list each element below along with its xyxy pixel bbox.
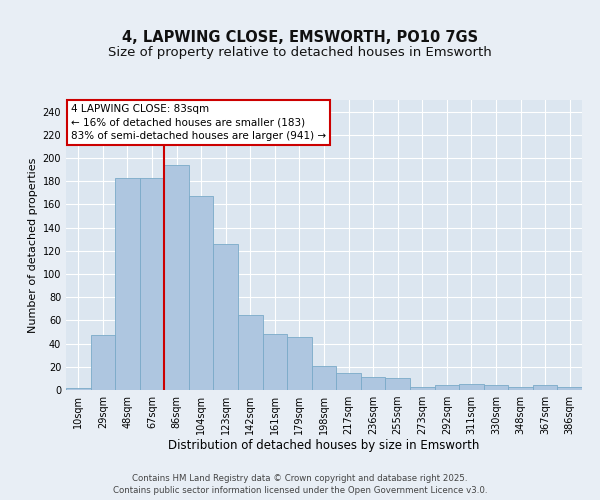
Bar [410,386,434,390]
Bar [164,165,189,390]
Bar [459,384,484,390]
Bar [361,377,385,390]
Bar [385,378,410,390]
X-axis label: Distribution of detached houses by size in Emsworth: Distribution of detached houses by size … [169,438,479,452]
Bar [140,178,164,390]
Bar [434,386,459,390]
Text: Contains HM Land Registry data © Crown copyright and database right 2025.
Contai: Contains HM Land Registry data © Crown c… [113,474,487,495]
Bar [263,334,287,390]
Bar [533,386,557,390]
Bar [238,314,263,390]
Bar [508,386,533,390]
Bar [214,244,238,390]
Bar [484,386,508,390]
Bar [189,196,214,390]
Y-axis label: Number of detached properties: Number of detached properties [28,158,38,332]
Bar [115,178,140,390]
Bar [91,336,115,390]
Text: Size of property relative to detached houses in Emsworth: Size of property relative to detached ho… [108,46,492,59]
Bar [336,372,361,390]
Bar [66,388,91,390]
Bar [312,366,336,390]
Text: 4 LAPWING CLOSE: 83sqm
← 16% of detached houses are smaller (183)
83% of semi-de: 4 LAPWING CLOSE: 83sqm ← 16% of detached… [71,104,326,141]
Bar [287,336,312,390]
Text: 4, LAPWING CLOSE, EMSWORTH, PO10 7GS: 4, LAPWING CLOSE, EMSWORTH, PO10 7GS [122,30,478,45]
Bar [557,386,582,390]
